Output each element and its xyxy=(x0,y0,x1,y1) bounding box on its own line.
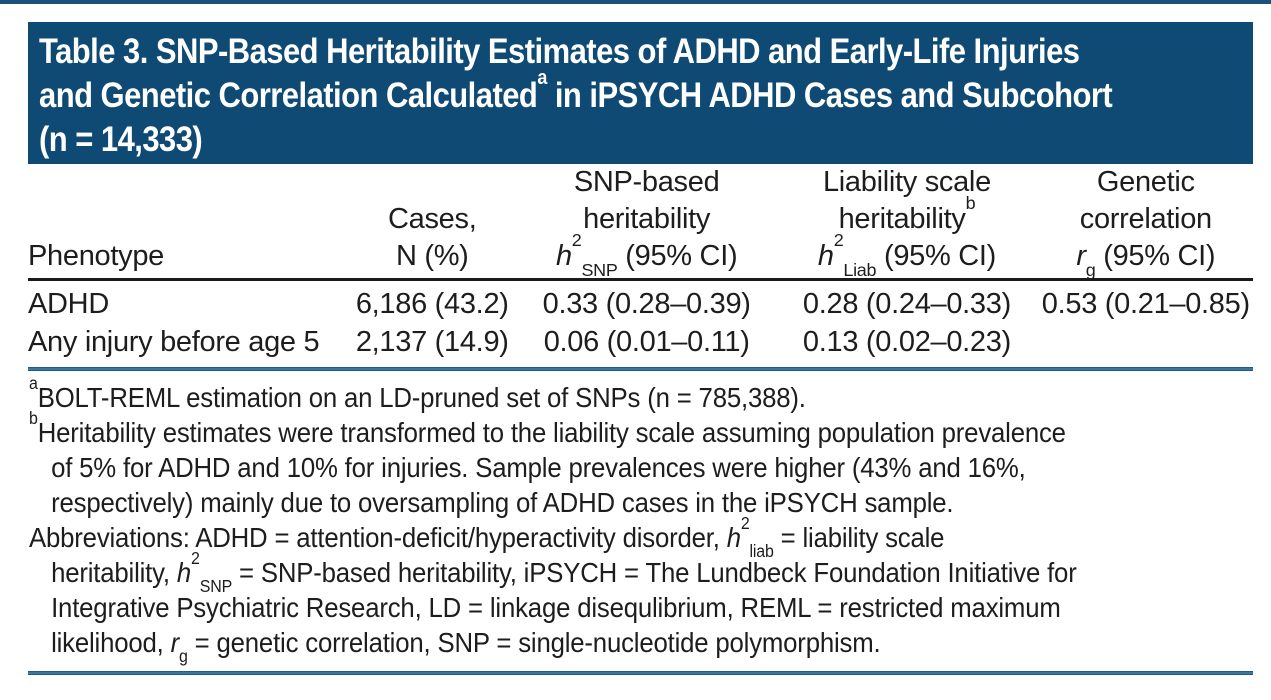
col-header-line: rg (95% CI) xyxy=(1076,240,1216,280)
cell-phenotype: Any injury before age 5 xyxy=(28,326,320,358)
table-title-line-3: (n = 14,333) xyxy=(39,120,203,159)
col-header-line: h2SNP (95% CI) xyxy=(555,230,738,280)
table-row-any-injury: Any injury before age 5 2,137 (14.9) 0.0… xyxy=(28,323,1253,361)
col-header-line: Liability scale xyxy=(822,166,991,198)
col-header-genetic-correlation: Genetic correlation rg (95% CI) xyxy=(1039,164,1253,280)
cell-cases: 6,186 (43.2) xyxy=(355,288,509,320)
abbreviations-line-4: likelihood, rg = genetic correlation, SN… xyxy=(51,627,881,667)
footnote-b-line-1: bHeritability estimates were transformed… xyxy=(29,407,1066,448)
col-header-line: correlation xyxy=(1079,203,1212,235)
header-divider-rule xyxy=(28,278,1253,281)
cell-liab-h2: 0.13 (0.02–0.23) xyxy=(802,326,1011,358)
table-title-line-1: Table 3. SNP-Based Heritability Estimate… xyxy=(39,32,1080,71)
abbreviations-line-1: Abbreviations: ADHD = attention-deficit/… xyxy=(29,512,945,562)
col-header-line: Cases, xyxy=(388,203,477,235)
col-header-line: SNP-based xyxy=(573,166,720,198)
table3-figure: Table 3. SNP-Based Heritability Estimate… xyxy=(28,22,1253,675)
cell-phenotype: ADHD xyxy=(28,288,109,320)
column-header-row: Phenotype Cases, N (%) SNP-based heritab… xyxy=(28,164,1253,280)
col-header-line: heritabilityb xyxy=(838,193,976,235)
footnote-a-line-1: aBOLT-REML estimation on an LD-pruned se… xyxy=(29,372,806,413)
cell-rg: 0.53 (0.21–0.85) xyxy=(1041,288,1250,320)
table-body: ADHD 6,186 (43.2) 0.33 (0.28–0.39) 0.28 … xyxy=(28,281,1253,367)
col-header-snp-heritability: SNP-based heritability h2SNP (95% CI) xyxy=(518,164,775,280)
cell-snp-h2: 0.33 (0.28–0.39) xyxy=(542,288,751,320)
table-row-adhd: ADHD 6,186 (43.2) 0.33 (0.28–0.39) 0.28 … xyxy=(28,285,1253,323)
col-header-phenotype: Phenotype xyxy=(28,238,347,275)
cell-cases: 2,137 (14.9) xyxy=(355,326,509,358)
footnote-b-line-3: respectively) mainly due to oversampling… xyxy=(51,487,954,518)
col-header-line: Phenotype xyxy=(28,240,164,272)
footnote-b-line-2: of 5% for ADHD and 10% for injuries. Sam… xyxy=(51,452,1026,483)
table-title-bar: Table 3. SNP-Based Heritability Estimate… xyxy=(28,22,1253,164)
col-header-line: N (%) xyxy=(395,240,469,272)
col-header-line: h2Liab (95% CI) xyxy=(817,230,996,280)
col-header-line: heritability xyxy=(583,203,711,235)
col-header-liability-heritability: Liability scale heritabilityb h2Liab (95… xyxy=(775,164,1038,280)
col-header-line: Genetic xyxy=(1096,166,1195,198)
col-header-cases: Cases, N (%) xyxy=(347,201,519,275)
page-top-rule xyxy=(0,0,1271,4)
cell-liab-h2: 0.28 (0.24–0.33) xyxy=(802,288,1011,320)
table-title-line-2: and Genetic Correlation Calculateda in i… xyxy=(39,67,1113,115)
abbreviations-line-2: heritability, h2SNP = SNP-based heritabi… xyxy=(51,547,1077,597)
footnotes-block: aBOLT-REML estimation on an LD-pruned se… xyxy=(28,371,1253,671)
table-footnote-divider-rule xyxy=(28,367,1253,371)
cell-rg xyxy=(1039,323,1253,361)
table-bottom-rule xyxy=(28,671,1253,675)
cell-snp-h2: 0.06 (0.01–0.11) xyxy=(543,326,750,358)
abbreviations-line-3: Integrative Psychiatric Research, LD = l… xyxy=(51,592,1061,623)
